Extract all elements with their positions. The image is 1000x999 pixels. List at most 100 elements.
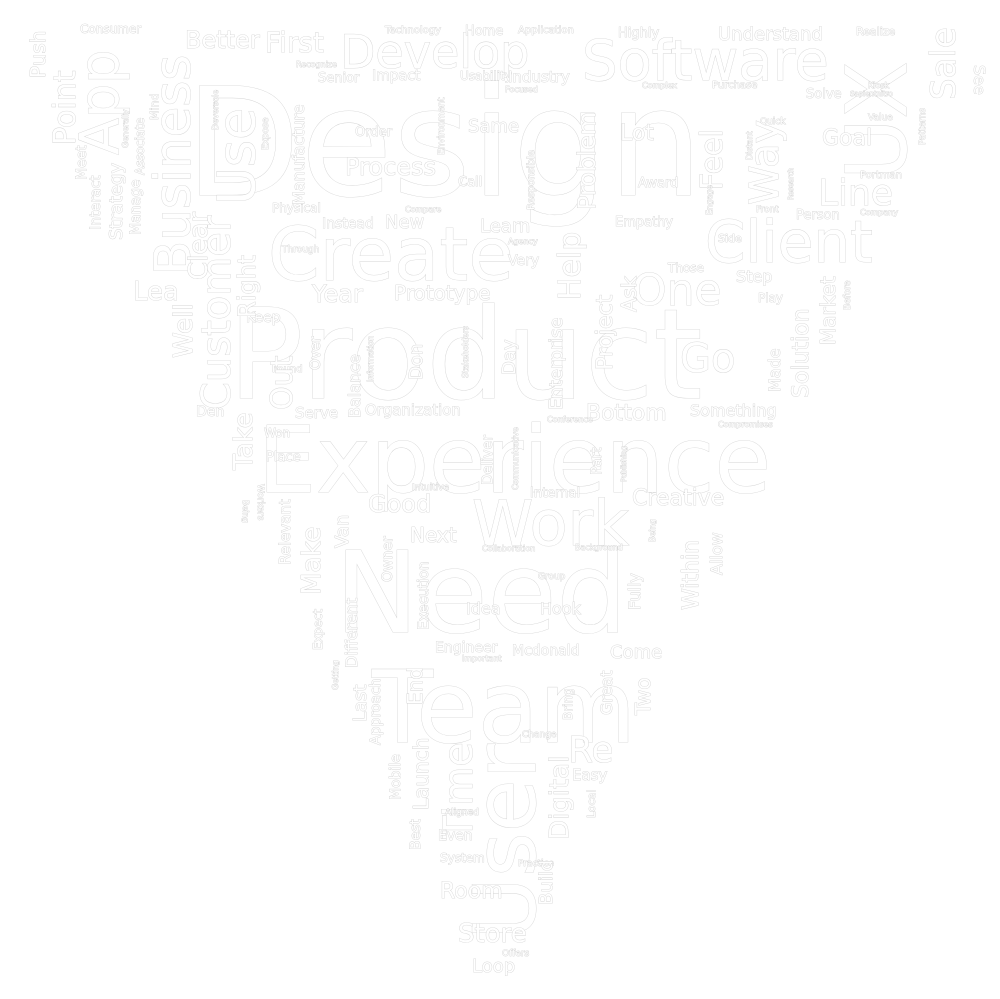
cloud-word: Customer: [194, 215, 240, 410]
cloud-word: Keep: [246, 310, 281, 326]
cloud-word: Intuitive: [412, 483, 449, 493]
cloud-word: Offers: [502, 949, 530, 959]
cloud-word: Made: [765, 348, 784, 392]
cloud-word: Learn: [480, 216, 530, 237]
cloud-word: Digital: [545, 756, 575, 840]
cloud-word: Compromises: [718, 420, 773, 429]
cloud-word: Prototype: [394, 281, 490, 305]
cloud-word: Den: [196, 404, 224, 420]
cloud-word: Lot: [620, 121, 654, 146]
cloud-word: Consumer: [80, 22, 141, 36]
cloud-word: Focused: [505, 85, 538, 94]
cloud-word: Generally: [121, 109, 130, 148]
cloud-word: Aligned: [445, 808, 479, 818]
cloud-word: First: [265, 26, 324, 59]
cloud-word: Something: [690, 401, 777, 420]
cloud-word: Local: [585, 789, 598, 818]
cloud-word: One: [632, 265, 722, 316]
cloud-word: Kiosk: [868, 81, 890, 90]
cloud-word: Use: [208, 108, 268, 205]
cloud-word: Creative: [632, 486, 724, 511]
cloud-word: Create: [268, 212, 514, 298]
cloud-word: Market: [816, 276, 840, 345]
cloud-word: Software: [582, 29, 829, 94]
cloud-word: Associate: [133, 118, 147, 175]
cloud-word: Best: [408, 818, 424, 850]
cloud-word: Serve: [295, 404, 338, 422]
cloud-word: Deversole: [211, 90, 220, 130]
cloud-word: Hook: [540, 599, 582, 618]
cloud-word: Different: [342, 598, 361, 668]
cloud-word: Lea: [133, 277, 179, 307]
cloud-word: Instead: [322, 216, 374, 232]
cloud-word: Launch: [409, 738, 433, 810]
cloud-word: Value: [868, 113, 893, 123]
cloud-word: Portman: [860, 170, 902, 181]
cloud-word: New: [385, 212, 424, 233]
cloud-word: Point: [48, 70, 83, 145]
cloud-word: Room: [440, 879, 503, 904]
cloud-word: Expect: [311, 609, 325, 650]
cloud-word: Owner: [380, 536, 396, 582]
cloud-word: Engage: [705, 185, 714, 215]
cloud-word: Communicative: [511, 427, 520, 490]
cloud-word: Usability: [460, 69, 512, 83]
cloud-word: Change: [522, 730, 557, 740]
cloud-word: Client: [705, 208, 873, 276]
cloud-word: Allow: [707, 532, 726, 575]
cloud-word: System: [440, 851, 485, 865]
cloud-word: Last: [350, 685, 371, 723]
cloud-word: Those: [667, 261, 704, 275]
cloud-word: Same: [468, 116, 519, 137]
cloud-word: Problem: [573, 112, 601, 210]
cloud-word: Strategy: [106, 163, 127, 240]
cloud-word: Way: [742, 120, 788, 205]
cloud-word: Goal: [822, 126, 872, 151]
cloud-word: Relevant: [276, 499, 294, 565]
cloud-word: Award: [638, 176, 678, 191]
cloud-word: Good: [368, 490, 431, 518]
cloud-word: Impact: [372, 68, 421, 84]
cloud-word: Day: [499, 339, 520, 375]
cloud-word: Manage: [128, 179, 144, 235]
cloud-word: Solve: [806, 87, 842, 102]
cloud-word: Recognize: [296, 60, 337, 69]
cloud-word: Empathy: [615, 215, 673, 230]
cloud-word: Application: [518, 25, 574, 36]
cloud-word: Very: [508, 253, 539, 269]
cloud-word: Van: [332, 515, 353, 548]
cloud-word: Internal: [530, 486, 580, 501]
cloud-word: Product: [228, 283, 703, 428]
cloud-word: Important: [462, 654, 502, 663]
cloud-word: Fully: [625, 573, 644, 610]
cloud-word: Side: [718, 232, 742, 245]
cloud-word: Go: [680, 336, 735, 382]
cloud-word: Workers: [255, 484, 265, 521]
cloud-word: Re: [568, 730, 614, 771]
cloud-word: App: [68, 50, 131, 156]
cloud-word: Need: [335, 529, 628, 659]
cloud-word: Realize: [856, 25, 896, 38]
cloud-word: Experience: [258, 407, 771, 514]
cloud-word: Mind: [148, 93, 161, 120]
cloud-word: Interact: [88, 175, 104, 230]
cloud-word: Line: [818, 173, 893, 214]
cloud-word: Step: [736, 267, 772, 286]
cloud-word: Mobile: [388, 754, 404, 800]
cloud-word: Store: [458, 919, 527, 949]
cloud-word: Compare: [405, 205, 441, 214]
cloud-word: Work: [472, 487, 629, 560]
cloud-word: Idea: [466, 599, 501, 618]
cloud-word: Practice: [518, 859, 554, 869]
cloud-word: Complex: [642, 81, 677, 90]
cloud-word: Group: [538, 572, 566, 582]
cloud-word: Easy: [572, 766, 607, 784]
cloud-word: Execution: [416, 561, 432, 630]
cloud-word: Patterns: [918, 108, 928, 145]
cloud-word: Great: [597, 670, 616, 715]
cloud-word: Process: [345, 153, 436, 181]
cloud-word: Make: [297, 527, 327, 596]
cloud-word: Bottom: [586, 401, 667, 426]
